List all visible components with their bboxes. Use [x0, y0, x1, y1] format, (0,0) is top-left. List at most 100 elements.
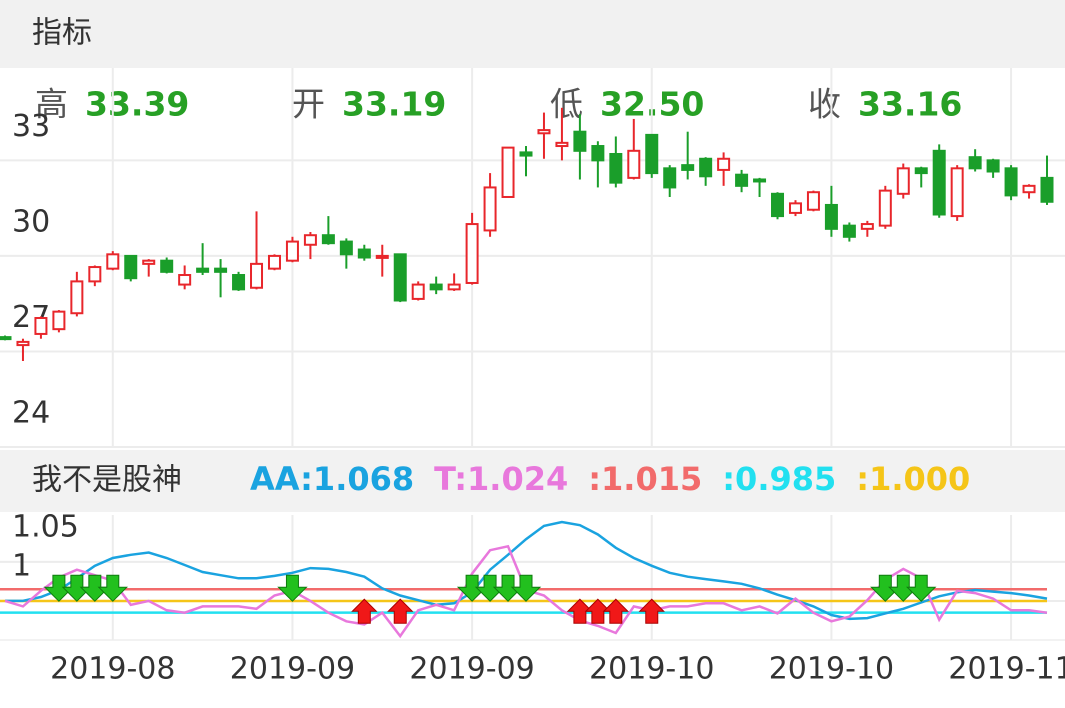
candle-body: [519, 151, 533, 157]
candle-body: [142, 259, 156, 265]
candle-body: [411, 283, 425, 300]
down-arrow: [906, 574, 937, 602]
candle-body: [824, 203, 838, 230]
candle-body: [196, 267, 210, 273]
quote-value: 33.39: [85, 85, 189, 124]
candle-body: [986, 159, 1000, 173]
x-tick-label: 2019-11: [948, 652, 1065, 687]
down-arrow: [43, 574, 75, 602]
candle-body: [375, 254, 389, 259]
header-title: 指标: [32, 16, 92, 51]
down-arrow: [277, 574, 308, 602]
candle-body: [717, 157, 731, 171]
candle-body: [501, 146, 515, 198]
candle-body: [178, 274, 192, 286]
candle-body: [267, 254, 281, 270]
y-tick-label: 1.05: [12, 509, 79, 544]
candle-body: [699, 157, 713, 178]
candle-body: [70, 280, 84, 315]
x-tick-label: 2019-09: [409, 652, 534, 687]
indicator-line: [5, 520, 1048, 621]
candle-body: [1022, 184, 1036, 194]
down-arrow: [510, 574, 542, 602]
candle-body: [232, 274, 246, 291]
candle-body: [1004, 167, 1018, 197]
legend-entry: T:1.024: [434, 460, 568, 498]
down-arrow: [79, 574, 111, 602]
candle-body: [465, 223, 479, 284]
candle-body: [285, 240, 299, 262]
candle-body: [681, 164, 695, 171]
candle-body: [160, 259, 174, 273]
legend-entry: :1.000: [856, 460, 970, 498]
candle-body: [788, 202, 802, 214]
down-arrow: [456, 574, 488, 602]
candle-body: [932, 149, 946, 216]
y-tick-label: 30: [12, 204, 50, 239]
candle-body: [0, 336, 12, 341]
down-arrow: [97, 574, 129, 602]
candle-body: [1040, 176, 1054, 203]
down-arrow: [492, 574, 524, 602]
candle-body: [753, 178, 767, 183]
up-arrow: [638, 598, 665, 624]
candle-body: [303, 234, 317, 246]
indicator-band: [0, 450, 1065, 512]
up-arrow: [602, 598, 630, 624]
candle-body: [806, 191, 820, 211]
candle-body: [896, 167, 910, 195]
candle-body: [16, 340, 30, 347]
indicator-title: 我不是股神: [32, 463, 182, 498]
x-tick-label: 2019-09: [230, 652, 355, 687]
candle-body: [771, 192, 785, 218]
candle-body: [537, 129, 551, 135]
candle-body: [645, 133, 659, 175]
candle-body: [555, 141, 569, 148]
quote-value: 33.19: [342, 85, 446, 124]
down-arrow: [888, 574, 919, 602]
x-tick-label: 2019-08: [50, 652, 175, 687]
down-arrow: [474, 574, 506, 602]
candle-body: [950, 167, 964, 218]
quote-label: 收: [808, 85, 841, 124]
up-arrow: [351, 598, 378, 624]
candle-body: [393, 253, 407, 302]
candle-body: [627, 149, 641, 179]
candle-body: [214, 267, 228, 273]
x-tick-label: 2019-10: [769, 652, 894, 687]
quote-label: 高: [35, 85, 68, 124]
candle-body: [573, 130, 587, 152]
candle-body: [447, 283, 461, 291]
quote-label: 开: [292, 85, 325, 124]
up-arrow: [387, 598, 414, 624]
candle-body: [609, 152, 623, 184]
candle-body: [321, 234, 335, 245]
legend-entry: :1.015: [588, 460, 702, 498]
header-band: [0, 0, 1065, 68]
candle-body: [357, 248, 371, 259]
x-tick-label: 2019-10: [589, 652, 714, 687]
candle-body: [483, 186, 497, 232]
candle-body: [124, 254, 138, 280]
quote-label: 低: [550, 85, 583, 124]
candle-body: [250, 262, 264, 289]
candle-body: [842, 224, 856, 238]
candle-body: [914, 167, 928, 175]
candle-body: [968, 156, 982, 170]
quote-value: 33.16: [858, 85, 962, 124]
candle-body: [52, 310, 66, 331]
y-tick-label: 33: [12, 109, 50, 144]
legend-entry: AA:1.068: [250, 460, 414, 498]
candle-body: [34, 317, 48, 335]
y-tick-label: 1: [12, 548, 31, 583]
candle-body: [339, 240, 353, 256]
y-tick-label: 24: [12, 396, 50, 431]
down-arrow: [61, 574, 93, 602]
candle-body: [860, 223, 874, 230]
candle-body: [735, 173, 749, 187]
candle-body: [88, 266, 102, 283]
candle-body: [106, 253, 120, 270]
candle-body: [878, 189, 892, 227]
